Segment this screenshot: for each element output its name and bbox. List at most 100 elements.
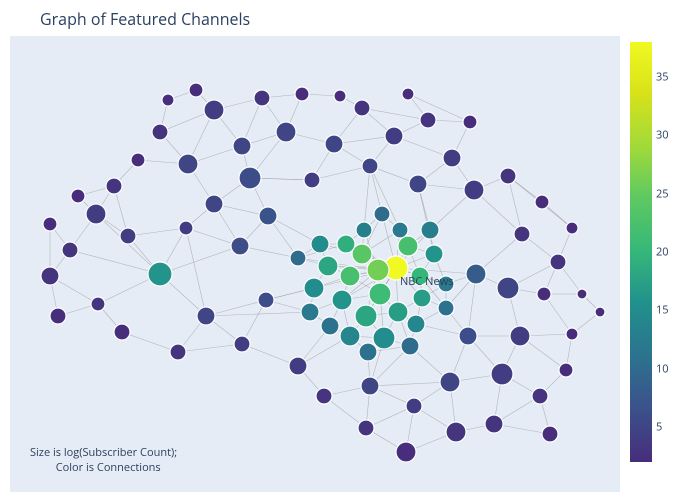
network-node[interactable] xyxy=(311,235,329,253)
network-node[interactable] xyxy=(367,259,389,281)
network-node[interactable] xyxy=(491,363,513,385)
network-node[interactable] xyxy=(500,168,516,184)
network-node[interactable] xyxy=(290,250,306,266)
network-node[interactable] xyxy=(407,315,425,333)
network-node[interactable] xyxy=(463,115,477,129)
network-node[interactable] xyxy=(259,207,277,225)
network-node[interactable] xyxy=(485,415,503,433)
network-node[interactable] xyxy=(446,422,466,442)
plot-area[interactable]: NBC News Size is log(Subscriber Count); … xyxy=(10,36,620,492)
network-node[interactable] xyxy=(41,267,59,285)
network-node[interactable] xyxy=(438,300,454,316)
edge xyxy=(206,312,310,316)
network-node[interactable] xyxy=(304,278,324,298)
network-node[interactable] xyxy=(334,90,346,102)
network-node[interactable] xyxy=(413,289,431,307)
network-node[interactable] xyxy=(402,88,414,100)
network-node[interactable] xyxy=(321,317,339,335)
network-node[interactable] xyxy=(369,283,391,305)
network-node[interactable] xyxy=(86,204,106,224)
network-node[interactable] xyxy=(114,324,130,340)
network-node[interactable] xyxy=(559,363,573,377)
network-node[interactable] xyxy=(231,237,249,255)
network-node[interactable] xyxy=(332,290,352,310)
network-node[interactable] xyxy=(258,292,274,308)
network-node[interactable] xyxy=(566,328,578,340)
network-node[interactable] xyxy=(359,343,377,361)
network-node[interactable] xyxy=(170,344,186,360)
network-node[interactable] xyxy=(43,217,57,231)
network-node[interactable] xyxy=(358,420,374,436)
network-node[interactable] xyxy=(179,221,193,235)
network-node[interactable] xyxy=(354,100,370,116)
network-node[interactable] xyxy=(411,267,429,285)
network-node[interactable] xyxy=(178,154,198,174)
network-node[interactable] xyxy=(295,87,309,101)
network-node[interactable] xyxy=(318,256,338,276)
network-node[interactable] xyxy=(148,262,172,286)
network-node[interactable] xyxy=(438,276,454,292)
network-node[interactable] xyxy=(276,122,296,142)
network-node[interactable] xyxy=(131,153,145,167)
network-node[interactable] xyxy=(234,336,250,352)
network-node[interactable] xyxy=(325,135,343,153)
network-node[interactable] xyxy=(401,337,419,355)
network-node[interactable] xyxy=(62,242,78,258)
network-node[interactable] xyxy=(537,287,551,301)
network-node[interactable] xyxy=(398,236,418,256)
network-node[interactable] xyxy=(304,172,320,188)
network-node[interactable] xyxy=(514,226,530,242)
network-node[interactable] xyxy=(205,195,223,213)
network-node[interactable] xyxy=(50,308,66,324)
network-node[interactable] xyxy=(396,442,416,462)
network-node[interactable] xyxy=(373,327,395,349)
network-node[interactable] xyxy=(420,112,436,128)
network-node[interactable] xyxy=(542,426,558,442)
network-node[interactable] xyxy=(340,266,360,286)
network-node[interactable] xyxy=(337,235,355,253)
network-node[interactable] xyxy=(388,302,408,322)
network-node[interactable] xyxy=(510,326,530,346)
network-node[interactable] xyxy=(532,388,548,404)
network-node[interactable] xyxy=(385,127,403,145)
network-node[interactable] xyxy=(361,377,379,395)
network-node[interactable] xyxy=(289,357,307,375)
chart-title: Graph of Featured Channels xyxy=(40,8,250,30)
network-node[interactable] xyxy=(406,398,422,414)
network-node[interactable] xyxy=(497,277,519,299)
network-node[interactable] xyxy=(340,326,360,346)
network-node[interactable] xyxy=(239,167,261,189)
network-node[interactable] xyxy=(459,327,477,345)
network-node[interactable] xyxy=(566,222,578,234)
network-node[interactable] xyxy=(91,297,105,311)
network-node[interactable] xyxy=(466,264,486,284)
network-node[interactable] xyxy=(106,178,122,194)
network-node[interactable] xyxy=(356,222,372,238)
network-node[interactable] xyxy=(152,124,168,140)
network-node[interactable] xyxy=(374,206,390,222)
network-node[interactable] xyxy=(535,195,549,209)
network-node[interactable] xyxy=(425,245,443,263)
network-node[interactable] xyxy=(254,90,270,106)
network-node[interactable] xyxy=(197,307,215,325)
network-node[interactable] xyxy=(392,222,408,238)
network-node[interactable] xyxy=(120,228,136,244)
network-node[interactable] xyxy=(362,158,378,174)
network-node[interactable] xyxy=(440,372,460,392)
network-node[interactable] xyxy=(233,137,251,155)
network-node[interactable] xyxy=(421,221,439,239)
network-node[interactable] xyxy=(301,303,319,321)
network-node[interactable] xyxy=(189,83,203,97)
network-node[interactable] xyxy=(550,254,566,270)
network-node[interactable] xyxy=(577,289,587,299)
network-node[interactable] xyxy=(409,175,427,193)
network-node[interactable] xyxy=(464,180,484,200)
network-svg[interactable] xyxy=(10,36,620,492)
network-node[interactable] xyxy=(443,149,461,167)
network-node[interactable] xyxy=(71,189,85,203)
network-node[interactable] xyxy=(355,305,377,327)
network-node[interactable] xyxy=(204,100,224,120)
network-node[interactable] xyxy=(595,307,605,317)
network-node[interactable] xyxy=(316,388,332,404)
network-node[interactable] xyxy=(162,94,174,106)
